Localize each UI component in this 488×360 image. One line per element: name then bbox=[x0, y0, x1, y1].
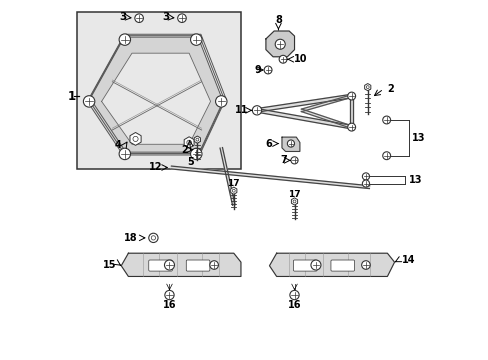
Circle shape bbox=[119, 148, 130, 159]
Text: 1: 1 bbox=[67, 90, 76, 103]
Text: 13: 13 bbox=[411, 133, 425, 143]
Circle shape bbox=[133, 136, 138, 141]
Circle shape bbox=[151, 236, 155, 240]
Text: 18: 18 bbox=[123, 233, 137, 243]
Text: 6: 6 bbox=[265, 139, 272, 149]
FancyBboxPatch shape bbox=[148, 260, 172, 271]
Circle shape bbox=[366, 86, 368, 89]
Text: 3: 3 bbox=[162, 13, 169, 22]
Circle shape bbox=[119, 34, 130, 45]
Polygon shape bbox=[364, 84, 370, 91]
Text: 16: 16 bbox=[287, 300, 301, 310]
Circle shape bbox=[164, 291, 174, 300]
Circle shape bbox=[164, 260, 174, 270]
Polygon shape bbox=[256, 109, 351, 129]
Polygon shape bbox=[230, 187, 236, 194]
Circle shape bbox=[279, 55, 286, 63]
Circle shape bbox=[362, 180, 369, 187]
Polygon shape bbox=[301, 95, 351, 112]
FancyBboxPatch shape bbox=[330, 260, 354, 271]
Polygon shape bbox=[282, 137, 299, 152]
Circle shape bbox=[292, 200, 295, 203]
Circle shape bbox=[289, 291, 299, 300]
Circle shape bbox=[148, 233, 158, 243]
Polygon shape bbox=[194, 136, 200, 143]
Text: 14: 14 bbox=[401, 255, 414, 265]
Circle shape bbox=[290, 157, 298, 164]
Circle shape bbox=[190, 148, 202, 159]
Text: 5: 5 bbox=[187, 157, 194, 167]
Polygon shape bbox=[184, 137, 194, 148]
Circle shape bbox=[382, 116, 390, 124]
Circle shape bbox=[264, 66, 271, 74]
Text: 11: 11 bbox=[234, 105, 247, 115]
Text: 8: 8 bbox=[274, 15, 281, 25]
Circle shape bbox=[83, 96, 95, 107]
Text: 2: 2 bbox=[182, 145, 188, 155]
Text: 15: 15 bbox=[103, 260, 116, 270]
Circle shape bbox=[177, 14, 186, 22]
Circle shape bbox=[186, 140, 191, 145]
Polygon shape bbox=[171, 166, 369, 189]
Circle shape bbox=[252, 106, 261, 115]
Polygon shape bbox=[291, 198, 297, 205]
FancyBboxPatch shape bbox=[293, 260, 316, 271]
Circle shape bbox=[361, 261, 369, 269]
FancyBboxPatch shape bbox=[186, 260, 209, 271]
Polygon shape bbox=[301, 109, 351, 128]
Text: 10: 10 bbox=[293, 54, 306, 64]
Circle shape bbox=[347, 123, 355, 131]
Circle shape bbox=[382, 152, 390, 159]
Circle shape bbox=[362, 173, 369, 180]
Text: 7: 7 bbox=[279, 156, 286, 165]
Circle shape bbox=[310, 260, 320, 270]
Polygon shape bbox=[220, 148, 235, 205]
Text: 17: 17 bbox=[227, 179, 240, 188]
Circle shape bbox=[209, 261, 218, 269]
Polygon shape bbox=[349, 96, 353, 127]
Circle shape bbox=[287, 140, 294, 147]
Circle shape bbox=[196, 138, 198, 141]
Polygon shape bbox=[269, 253, 394, 276]
Circle shape bbox=[190, 34, 202, 45]
Text: 12: 12 bbox=[148, 162, 162, 172]
FancyBboxPatch shape bbox=[77, 12, 241, 169]
Circle shape bbox=[232, 189, 235, 192]
Circle shape bbox=[275, 39, 285, 49]
Polygon shape bbox=[87, 37, 223, 155]
Text: 9: 9 bbox=[254, 65, 261, 75]
Text: 17: 17 bbox=[287, 190, 300, 199]
Circle shape bbox=[135, 14, 143, 22]
Text: 16: 16 bbox=[163, 300, 176, 310]
Circle shape bbox=[215, 96, 226, 107]
Text: 2: 2 bbox=[386, 84, 393, 94]
Polygon shape bbox=[102, 53, 210, 144]
Polygon shape bbox=[130, 132, 141, 145]
Polygon shape bbox=[256, 94, 351, 112]
Text: 13: 13 bbox=[408, 175, 422, 185]
Text: 3: 3 bbox=[119, 13, 126, 22]
Text: 4: 4 bbox=[114, 140, 121, 150]
Circle shape bbox=[347, 92, 355, 100]
Polygon shape bbox=[121, 253, 241, 276]
Polygon shape bbox=[265, 31, 294, 57]
